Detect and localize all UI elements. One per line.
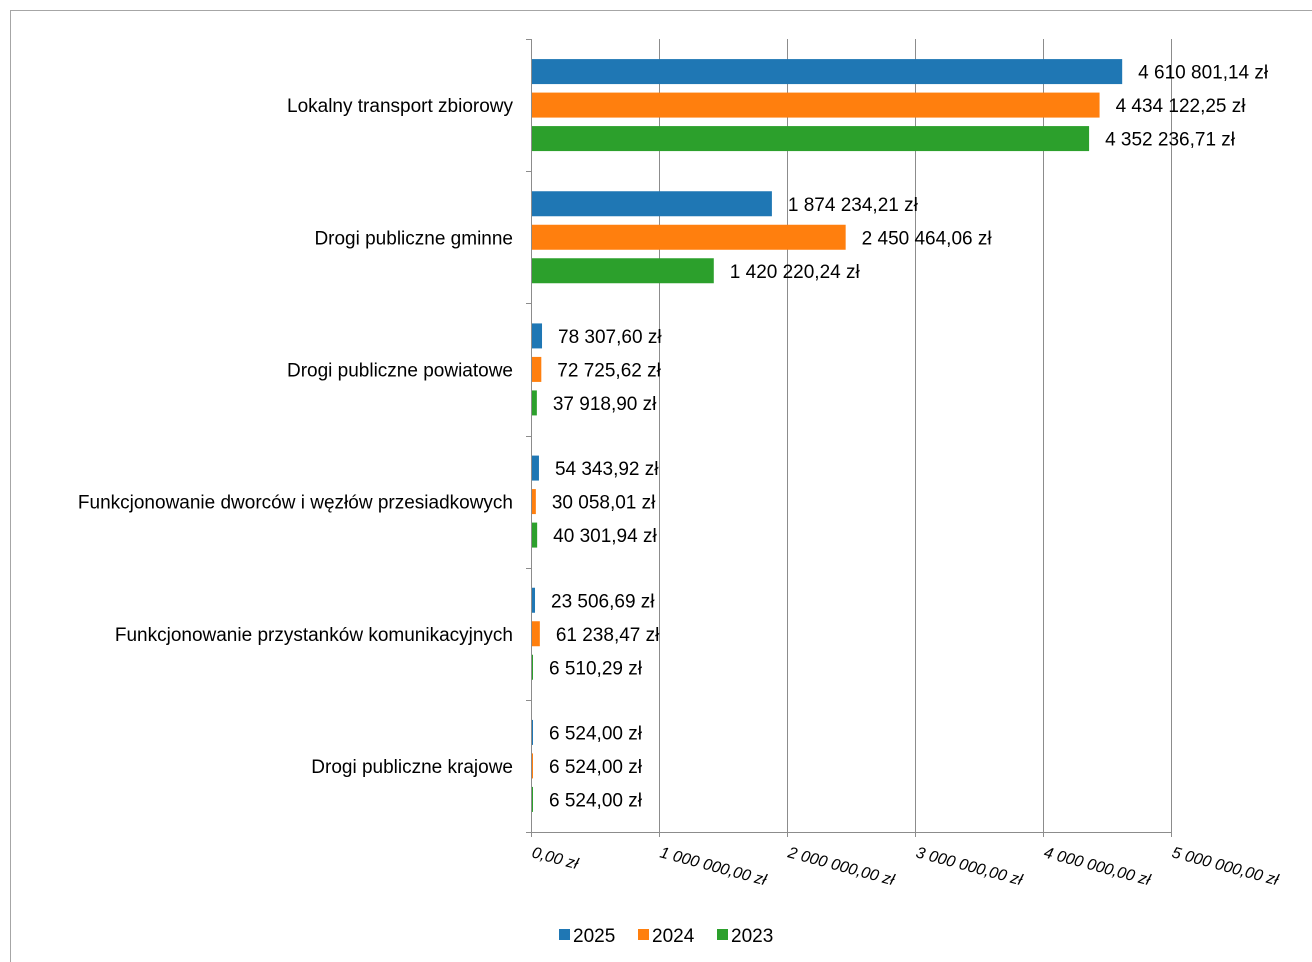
x-tick-label: 2 000 000,00 zł [785,844,896,889]
legend-swatch-2025 [559,929,570,940]
bar-2023 [532,258,714,284]
x-tick-labels: 0,00 zł 1 000 000,00 zł 2 000 000,00 zł 3 0… [530,844,1281,889]
data-label: 78 307,60 zł [558,327,662,348]
bar-2024 [532,224,846,250]
bar-2023 [532,522,538,548]
bars [532,59,1123,812]
bar-2023 [532,126,1090,152]
bar-2024 [532,621,540,647]
x-tick-label: 5 000 000,00 zł [1170,844,1281,889]
legend-label: 2023 [731,926,773,947]
grid-lines [659,39,1172,832]
bar-2024 [532,753,533,779]
category-label: Drogi publiczne powiatowe [287,360,513,381]
bar-2024 [532,489,536,515]
bar-2024 [532,92,1100,118]
x-tick-label: 3 000 000,00 zł [914,844,1025,889]
category-label: Drogi publiczne gminne [314,228,513,249]
data-label: 37 918,90 zł [553,394,657,415]
legend-swatch-2024 [638,929,649,940]
legend-label: 2024 [652,926,695,947]
data-label: 6 524,00 zł [549,723,643,744]
category-labels: Lokalny transport zbiorowy Drogi publiczn… [78,96,514,778]
bar-2025 [532,719,533,745]
category-label: Lokalny transport zbiorowy [287,96,513,117]
category-label: Drogi publiczne krajowe [311,757,513,778]
category-label: Funkcjonowanie dworców i węzłów przesiad… [78,493,513,514]
data-label: 4 610 801,14 zł [1138,63,1269,84]
bar-2023 [532,654,533,680]
data-label: 54 343,92 zł [555,459,659,480]
bar-2024 [532,356,542,382]
x-tick-label: 1 000 000,00 zł [658,844,769,889]
axes [526,39,1172,837]
x-tick-label: 4 000 000,00 zł [1042,844,1153,889]
bar-2025 [532,59,1123,85]
legend-label: 2025 [573,926,615,947]
data-label: 4 352 236,71 zł [1105,130,1236,151]
bar-2023 [532,390,537,416]
data-label: 1 874 234,21 zł [788,195,919,216]
data-label: 40 301,94 zł [553,526,657,547]
data-label: 61 238,47 zł [556,625,660,646]
bar-2025 [532,455,539,481]
data-label: 6 510,29 zł [549,658,643,679]
data-label: 4 434 122,25 zł [1116,96,1247,117]
legend: 2025 2024 2023 [559,926,773,947]
bar-2025 [532,191,772,217]
bar-2023 [532,786,533,812]
bar-2025 [532,587,536,613]
data-label: 6 524,00 zł [549,790,643,811]
bar-2025 [532,323,543,349]
data-label: 23 506,69 zł [551,591,655,612]
data-label: 1 420 220,24 zł [730,262,861,283]
data-label: 2 450 464,06 zł [862,228,993,249]
x-tick-label: 0,00 zł [530,844,580,873]
data-labels: 4 610 801,14 zł 4 434 122,25 zł 4 352 236,… [549,63,1269,812]
category-label: Funkcjonowanie przystanków komunikacyjny… [115,625,513,646]
data-label: 30 058,01 zł [552,493,656,514]
chart-frame [10,10,1312,962]
data-label: 72 725,62 zł [557,360,661,381]
legend-swatch-2023 [717,929,728,940]
data-label: 6 524,00 zł [549,757,643,778]
